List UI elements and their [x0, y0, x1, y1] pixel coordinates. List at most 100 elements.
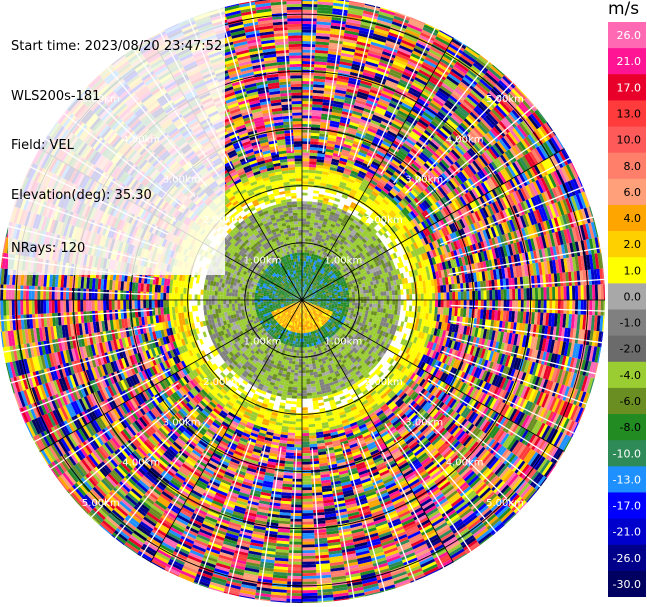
gate-cell	[309, 273, 312, 277]
gate-cell	[302, 295, 304, 299]
gate-cell	[316, 159, 325, 163]
gate-cell	[307, 250, 310, 254]
gate-cell	[302, 52, 315, 56]
gate-cell	[339, 199, 346, 205]
gate-cell	[314, 216, 320, 220]
gate-cell	[517, 300, 521, 312]
gate-cell	[364, 3, 381, 9]
gate-cell	[377, 14, 394, 22]
gate-cell	[359, 287, 363, 291]
gate-cell	[302, 163, 310, 167]
gate-cell	[333, 0, 350, 5]
gate-cell	[302, 201, 308, 205]
gate-cell	[443, 292, 447, 300]
gate-cell	[423, 306, 427, 313]
gate-cell	[359, 149, 368, 155]
gate-cell	[302, 132, 311, 136]
gate-cell	[302, 295, 303, 299]
gate-cell	[316, 161, 324, 166]
gate-cell	[322, 203, 328, 208]
gate-cell	[374, 108, 386, 116]
gate-cell	[346, 295, 350, 298]
gate-cell	[302, 98, 313, 102]
gate-cell	[324, 239, 329, 244]
gate-cell	[352, 165, 361, 171]
gate-cell	[302, 169, 309, 173]
gate-cell	[492, 300, 496, 311]
gate-cell	[302, 252, 305, 256]
gate-cell	[327, 231, 332, 236]
gate-cell	[386, 304, 390, 310]
gate-cell	[322, 235, 327, 240]
gate-cell	[360, 21, 376, 28]
gate-cell	[406, 288, 410, 295]
gate-cell	[495, 289, 499, 300]
gate-cell	[306, 209, 312, 213]
gate-cell	[302, 101, 313, 105]
gate-cell	[537, 300, 541, 313]
gate-cell	[377, 291, 381, 296]
gate-cell	[380, 7, 396, 13]
gate-cell	[314, 52, 328, 57]
gate-cell	[389, 29, 404, 37]
gate-cell	[308, 258, 311, 262]
gate-cell	[523, 288, 527, 300]
gate-cell	[302, 286, 304, 290]
gate-cell	[352, 294, 356, 298]
gate-cell	[302, 18, 317, 22]
gate-cell	[304, 258, 307, 262]
gate-cell	[343, 35, 358, 42]
gate-cell	[560, 300, 564, 314]
gate-cell	[383, 45, 398, 53]
gate-cell	[345, 91, 358, 97]
gate-cell	[312, 107, 323, 111]
gate-cell	[340, 295, 344, 298]
gate-cell	[517, 288, 521, 300]
gate-cell	[506, 289, 510, 300]
gate-cell	[305, 287, 308, 291]
gate-cell	[346, 304, 350, 308]
gate-cell	[330, 114, 341, 120]
gate-cell	[327, 137, 337, 142]
gate-cell	[302, 49, 316, 53]
gate-cell	[302, 95, 313, 99]
gate-cell	[307, 270, 310, 274]
gate-cell	[355, 132, 366, 139]
gate-cell	[409, 300, 413, 306]
gate-cell	[526, 288, 530, 300]
gate-cell	[360, 296, 364, 300]
gate-cell	[302, 109, 312, 113]
gate-cell	[342, 173, 350, 179]
gate-cell	[316, 228, 321, 233]
gate-cell	[357, 127, 368, 133]
gate-cell	[335, 195, 342, 200]
gate-cell	[330, 31, 345, 36]
gate-cell	[304, 290, 306, 294]
gate-cell	[360, 300, 364, 304]
gate-cell	[420, 306, 424, 313]
gate-cell	[318, 234, 323, 239]
gate-cell	[348, 124, 359, 130]
gate-cell	[463, 291, 467, 300]
gate-cell	[344, 30, 359, 36]
gate-cell	[320, 241, 325, 245]
gate-cell	[304, 252, 307, 256]
gate-cell	[466, 291, 470, 300]
gate-cell	[302, 161, 310, 165]
gate-cell	[342, 105, 354, 111]
gate-cell	[329, 39, 343, 45]
gate-cell	[302, 0, 318, 2]
gate-cell	[347, 127, 358, 133]
gate-cell	[330, 208, 337, 213]
gate-cell	[389, 68, 403, 77]
gate-cell	[443, 307, 447, 316]
gate-cell	[574, 285, 579, 300]
gate-cell	[310, 215, 316, 220]
gate-cell	[589, 284, 593, 300]
gate-cell	[388, 285, 392, 291]
gate-cell	[400, 305, 404, 311]
gate-cell	[373, 111, 385, 119]
gate-cell	[440, 285, 444, 293]
gate-cell	[489, 300, 493, 310]
gate-cell	[335, 83, 348, 89]
